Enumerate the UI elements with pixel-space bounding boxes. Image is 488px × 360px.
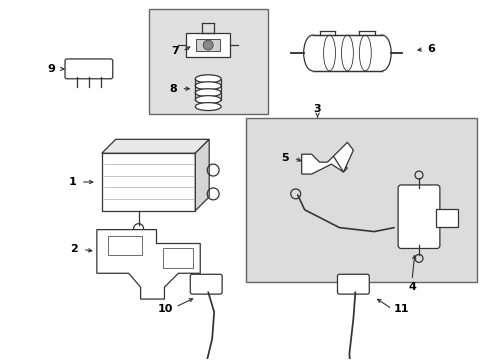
- Text: 3: 3: [313, 104, 321, 113]
- Polygon shape: [102, 153, 195, 211]
- Ellipse shape: [195, 75, 221, 83]
- Text: 10: 10: [158, 304, 173, 314]
- Text: 4: 4: [407, 282, 415, 292]
- Polygon shape: [102, 139, 209, 153]
- Ellipse shape: [195, 89, 221, 96]
- Text: 1: 1: [69, 177, 77, 187]
- FancyBboxPatch shape: [397, 185, 439, 248]
- Ellipse shape: [303, 35, 321, 71]
- Polygon shape: [97, 230, 200, 299]
- Polygon shape: [195, 139, 209, 211]
- FancyBboxPatch shape: [435, 209, 457, 227]
- FancyBboxPatch shape: [190, 274, 222, 294]
- Polygon shape: [312, 35, 382, 71]
- Ellipse shape: [372, 35, 390, 71]
- Ellipse shape: [195, 103, 221, 111]
- Circle shape: [203, 40, 213, 50]
- Ellipse shape: [195, 96, 221, 104]
- Bar: [148, 9, 267, 113]
- Polygon shape: [333, 142, 353, 172]
- Text: 11: 11: [392, 304, 408, 314]
- FancyBboxPatch shape: [107, 235, 142, 255]
- Text: 8: 8: [169, 84, 177, 94]
- Polygon shape: [196, 39, 220, 51]
- Polygon shape: [186, 33, 230, 57]
- Text: 5: 5: [281, 153, 288, 163]
- FancyBboxPatch shape: [65, 59, 113, 79]
- Text: 7: 7: [171, 46, 179, 56]
- FancyBboxPatch shape: [163, 248, 193, 268]
- Text: 9: 9: [47, 64, 55, 74]
- Text: 6: 6: [426, 44, 434, 54]
- FancyBboxPatch shape: [337, 274, 368, 294]
- Ellipse shape: [195, 82, 221, 90]
- Bar: [245, 118, 476, 282]
- Text: 2: 2: [70, 244, 78, 255]
- Polygon shape: [301, 154, 346, 174]
